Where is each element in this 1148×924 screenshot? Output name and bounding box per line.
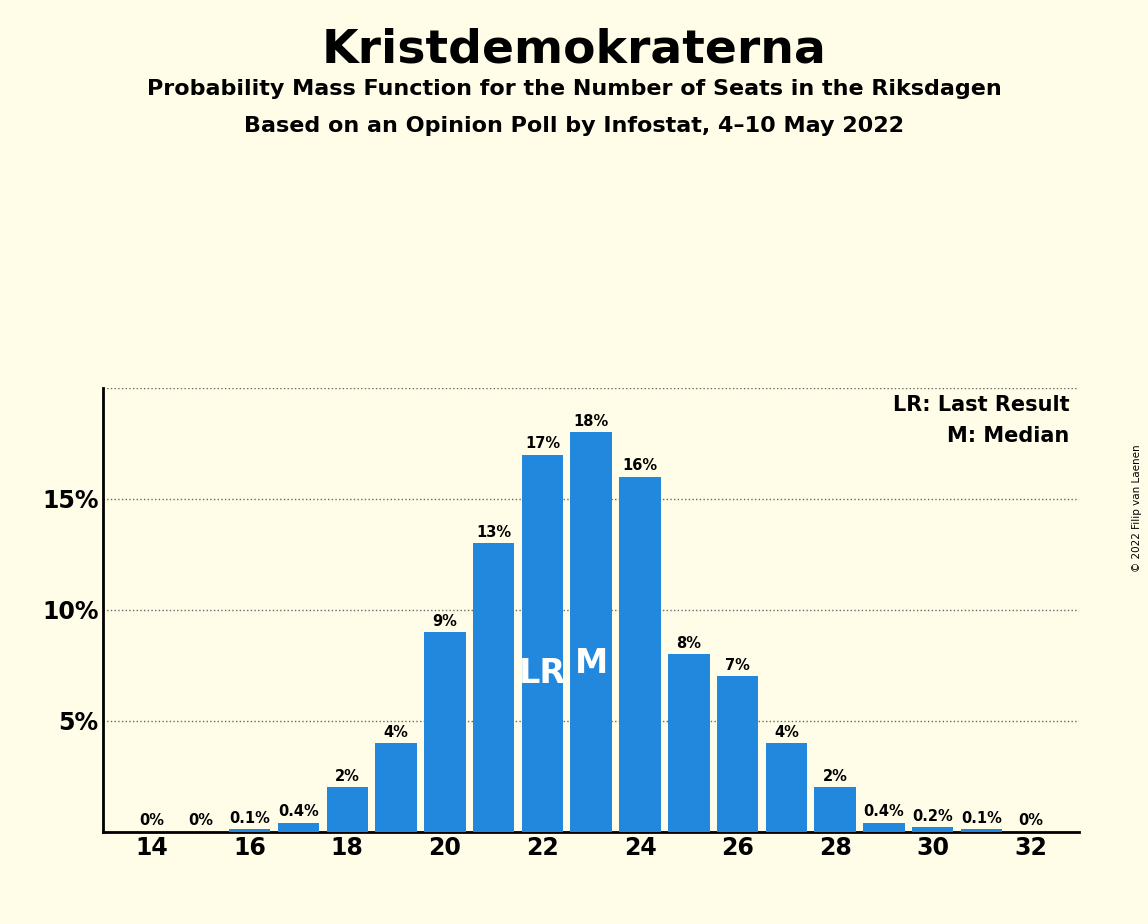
Text: 17%: 17%	[525, 436, 560, 451]
Bar	[863, 822, 905, 832]
Text: 0.1%: 0.1%	[961, 811, 1002, 826]
Text: 9%: 9%	[433, 614, 457, 628]
Text: © 2022 Filip van Laenen: © 2022 Filip van Laenen	[1132, 444, 1142, 572]
Text: 8%: 8%	[676, 636, 701, 650]
Bar	[961, 830, 1002, 832]
Text: LR: Last Result: LR: Last Result	[893, 395, 1069, 415]
Bar	[716, 676, 759, 832]
Bar	[278, 822, 319, 832]
Text: 2%: 2%	[823, 769, 847, 784]
Bar	[228, 830, 271, 832]
Bar	[912, 827, 954, 832]
Text: 0%: 0%	[140, 813, 164, 828]
Bar	[473, 543, 514, 832]
Text: 0.4%: 0.4%	[863, 805, 905, 820]
Text: 7%: 7%	[726, 658, 750, 673]
Text: M: Median: M: Median	[947, 426, 1069, 445]
Bar	[571, 432, 612, 832]
Text: 13%: 13%	[476, 525, 511, 540]
Bar	[619, 477, 661, 832]
Bar	[424, 632, 466, 832]
Text: Probability Mass Function for the Number of Seats in the Riksdagen: Probability Mass Function for the Number…	[147, 79, 1001, 99]
Text: Based on an Opinion Poll by Infostat, 4–10 May 2022: Based on an Opinion Poll by Infostat, 4–…	[245, 116, 903, 136]
Text: 16%: 16%	[622, 458, 658, 473]
Bar	[326, 787, 369, 832]
Bar	[668, 654, 709, 832]
Text: 0.2%: 0.2%	[913, 808, 953, 824]
Text: 0.4%: 0.4%	[278, 805, 319, 820]
Text: 2%: 2%	[335, 769, 359, 784]
Text: 0%: 0%	[1018, 813, 1042, 828]
Text: LR: LR	[519, 657, 566, 689]
Text: Kristdemokraterna: Kristdemokraterna	[321, 28, 827, 73]
Text: 18%: 18%	[574, 414, 608, 429]
Text: 4%: 4%	[383, 724, 409, 739]
Text: 0%: 0%	[188, 813, 214, 828]
Text: 0.1%: 0.1%	[230, 811, 270, 826]
Bar	[814, 787, 856, 832]
Bar	[375, 743, 417, 832]
Bar	[521, 455, 564, 832]
Text: 4%: 4%	[774, 724, 799, 739]
Bar	[766, 743, 807, 832]
Text: M: M	[575, 648, 607, 680]
